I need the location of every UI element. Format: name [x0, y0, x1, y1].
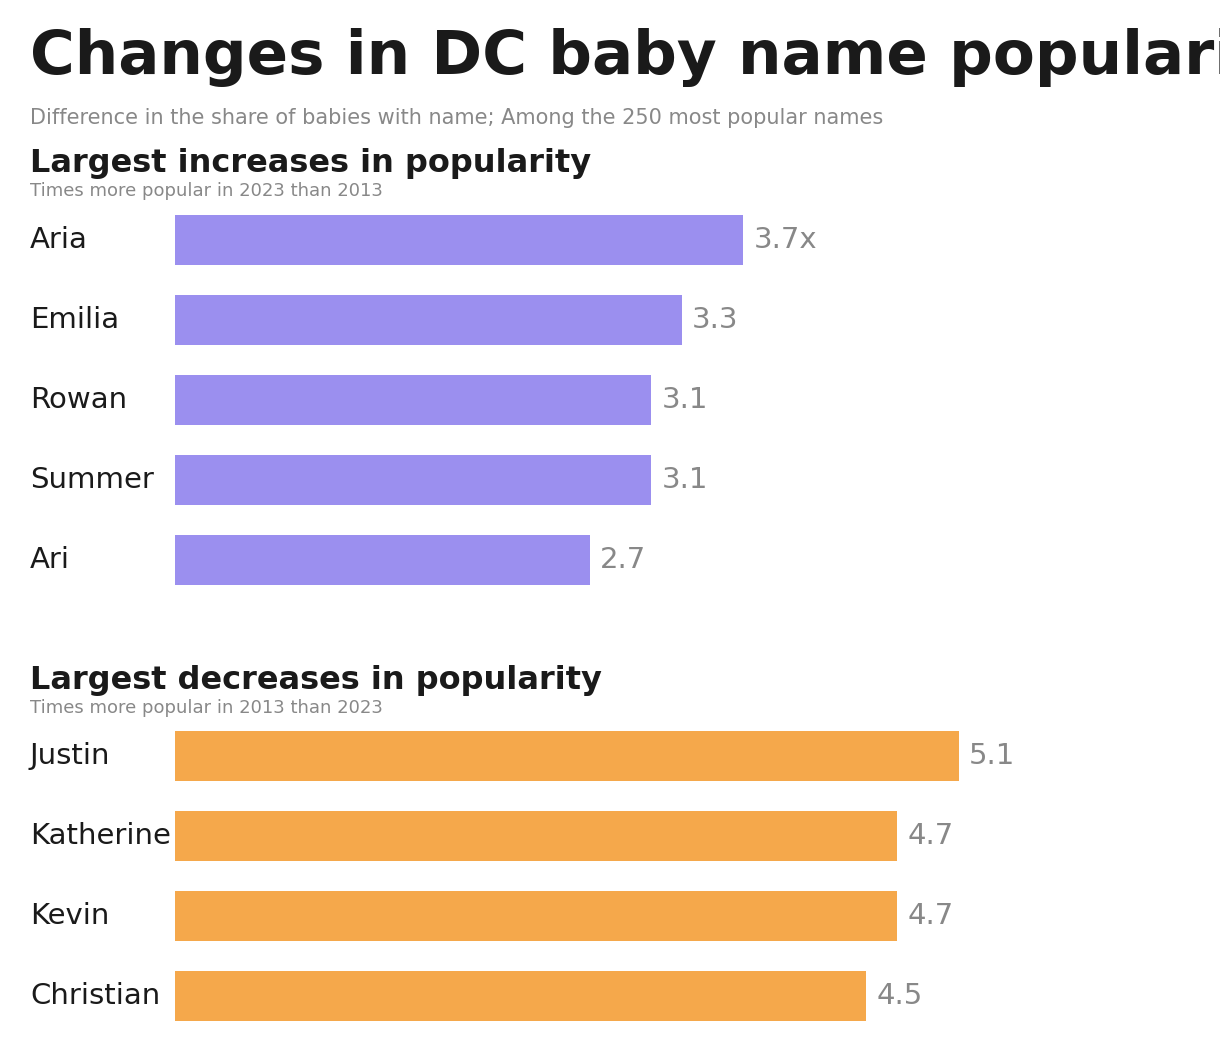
Text: Difference in the share of babies with name; Among the 250 most popular names: Difference in the share of babies with n…: [30, 108, 883, 128]
Bar: [174, 295, 682, 345]
Bar: [174, 891, 897, 941]
Text: Kevin: Kevin: [30, 902, 110, 930]
Text: Times more popular in 2023 than 2013: Times more popular in 2023 than 2013: [30, 182, 383, 200]
Text: 3.3: 3.3: [692, 306, 738, 334]
Text: Rowan: Rowan: [30, 386, 127, 414]
Text: Largest increases in popularity: Largest increases in popularity: [30, 147, 592, 179]
Bar: [174, 811, 897, 861]
Text: Emilia: Emilia: [30, 306, 120, 334]
Text: Katherine: Katherine: [30, 822, 171, 850]
Text: 3.1: 3.1: [661, 386, 708, 414]
Bar: [174, 731, 959, 781]
Text: Justin: Justin: [30, 742, 111, 770]
Text: 4.5: 4.5: [876, 982, 922, 1010]
Text: Times more popular in 2013 than 2023: Times more popular in 2013 than 2023: [30, 699, 383, 717]
Bar: [174, 971, 866, 1021]
Text: Aria: Aria: [30, 226, 88, 254]
Text: Summer: Summer: [30, 467, 154, 494]
Text: 3.7x: 3.7x: [754, 226, 817, 254]
Bar: [174, 376, 651, 425]
Text: Changes in DC baby name popularity, 2013–2023: Changes in DC baby name popularity, 2013…: [30, 28, 1220, 87]
Text: Ari: Ari: [30, 546, 70, 574]
Text: 2.7: 2.7: [600, 546, 647, 574]
Text: Christian: Christian: [30, 982, 160, 1010]
Bar: [174, 215, 743, 265]
Text: 4.7: 4.7: [908, 902, 953, 930]
Text: 3.1: 3.1: [661, 467, 708, 494]
Bar: [174, 455, 651, 505]
Text: Largest decreases in popularity: Largest decreases in popularity: [30, 665, 601, 696]
Bar: [174, 535, 589, 585]
Text: 5.1: 5.1: [969, 742, 1015, 770]
Text: 4.7: 4.7: [908, 822, 953, 850]
